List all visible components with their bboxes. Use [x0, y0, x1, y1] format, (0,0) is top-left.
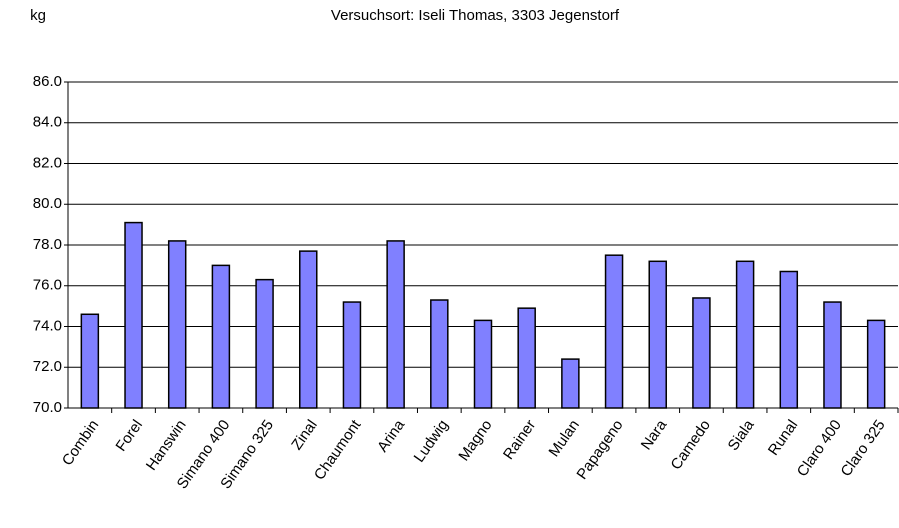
x-tick-label: Rainer: [500, 417, 539, 463]
y-tick-label: 84.0: [33, 114, 62, 131]
bar: [342, 301, 362, 409]
x-tick-label: Mulan: [546, 417, 583, 460]
y-tick-label: 82.0: [33, 154, 62, 171]
y-tick-label: 70.0: [33, 399, 62, 416]
x-tick-label: Siala: [725, 416, 758, 454]
bar: [823, 301, 842, 409]
bar: [735, 260, 755, 409]
bar: [167, 240, 187, 409]
bar: [866, 319, 886, 409]
bar: [299, 250, 318, 409]
x-tick-label: Camedo: [667, 417, 713, 473]
y-tick-label: 72.0: [33, 358, 62, 375]
x-tick-label: Hanswin: [143, 417, 190, 474]
bar: [211, 264, 231, 409]
bar: [604, 254, 624, 409]
x-tick-label: Runal: [765, 417, 801, 459]
bar: [124, 221, 143, 409]
x-tick-label: Magno: [455, 417, 495, 464]
bar: [80, 313, 100, 409]
bar: [648, 260, 667, 409]
chart-subtitle: Versuchsort: Iseli Thomas, 3303 Jegensto…: [331, 7, 620, 24]
bar: [779, 270, 799, 409]
bar: [517, 307, 536, 409]
x-tick-label: Nara: [638, 416, 671, 453]
bar: [386, 240, 405, 409]
x-tick-label: Arina: [374, 416, 408, 455]
y-axis-label: kg: [30, 7, 46, 24]
bar: [561, 358, 580, 409]
x-tick-label: Ludwig: [411, 417, 452, 466]
y-tick-label: 76.0: [33, 277, 62, 294]
y-tick-label: 74.0: [33, 317, 62, 334]
x-tick-label: Forel: [113, 417, 147, 455]
x-tick-label: Zinal: [288, 417, 321, 453]
bar: [255, 278, 274, 409]
x-tick-label: Combin: [59, 417, 103, 469]
y-tick-label: 80.0: [33, 195, 62, 212]
y-tick-label: 78.0: [33, 236, 62, 253]
bar: [473, 319, 493, 409]
bar: [430, 299, 449, 409]
y-tick-label: 86.0: [33, 73, 62, 90]
bar: [692, 297, 711, 409]
x-tick-label: Claro 325: [837, 417, 888, 480]
